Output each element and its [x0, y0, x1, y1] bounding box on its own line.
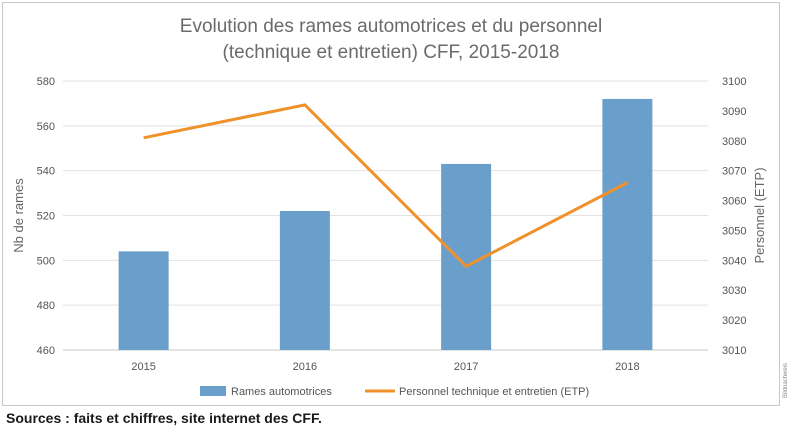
x-tick-label: 2015	[131, 361, 155, 373]
left-tick-label: 580	[37, 76, 55, 88]
chart-title-line: (technique et entretien) CFF, 2015-2018	[223, 42, 560, 63]
x-tick-label: 2017	[454, 361, 478, 373]
right-tick-label: 3060	[722, 196, 746, 208]
sources-note: Sources : faits et chiffres, site intern…	[6, 410, 322, 426]
left-tick-label: 520	[37, 211, 55, 223]
axis-labels: Nb de rames Personnel (ETP)	[11, 167, 767, 263]
left-tick-label: 500	[37, 255, 55, 267]
right-axis-label: Personnel (ETP)	[752, 167, 767, 263]
right-tick-label: 3080	[722, 136, 746, 148]
bar	[118, 251, 169, 350]
bar-series	[118, 98, 653, 350]
chart: Evolution des rames automotrices et du p…	[11, 16, 767, 398]
right-tick-label: 3070	[722, 166, 746, 178]
left-tick-label: 460	[37, 345, 55, 357]
gridlines	[63, 80, 708, 351]
left-tick-label: 480	[37, 300, 55, 312]
chart-frame: Evolution des rames automotrices et du p…	[2, 2, 780, 406]
left-tick-label: 560	[37, 121, 55, 133]
right-tick-label: 3100	[722, 76, 746, 88]
x-tick-label: 2018	[615, 361, 639, 373]
right-tick-label: 3050	[722, 225, 746, 237]
side-credit: Bildnachweis	[783, 362, 789, 398]
right-tick-label: 3010	[722, 345, 746, 357]
x-axis-ticks: 2015 2016 2017 2018	[131, 361, 639, 373]
right-tick-label: 3030	[722, 285, 746, 297]
series-line	[143, 103, 629, 269]
left-axis-ticks: 460 480 500 520 540 560 580	[37, 76, 55, 357]
left-axis-label: Nb de rames	[11, 178, 26, 253]
left-tick-label: 540	[37, 166, 55, 178]
line-series	[143, 103, 629, 269]
right-tick-label: 3040	[722, 255, 746, 267]
legend-swatch-bar	[200, 386, 226, 396]
right-tick-label: 3090	[722, 106, 746, 118]
x-tick-label: 2016	[293, 361, 317, 373]
right-axis-ticks: 3010 3020 3030 3040 3050 3060 3070 3080 3090 3100	[722, 76, 746, 357]
legend-label-line: Personnel technique et entretien (ETP)	[399, 386, 589, 398]
chart-title-line: Evolution des rames automotrices et du p…	[180, 16, 602, 37]
legend: Rames automotrices Personnel technique et…	[200, 386, 589, 398]
right-tick-label: 3020	[722, 315, 746, 327]
bar	[279, 211, 330, 350]
chart-title: Evolution des rames automotrices et du p…	[180, 16, 602, 63]
legend-label-bar: Rames automotrices	[231, 386, 332, 398]
bar	[602, 98, 653, 350]
